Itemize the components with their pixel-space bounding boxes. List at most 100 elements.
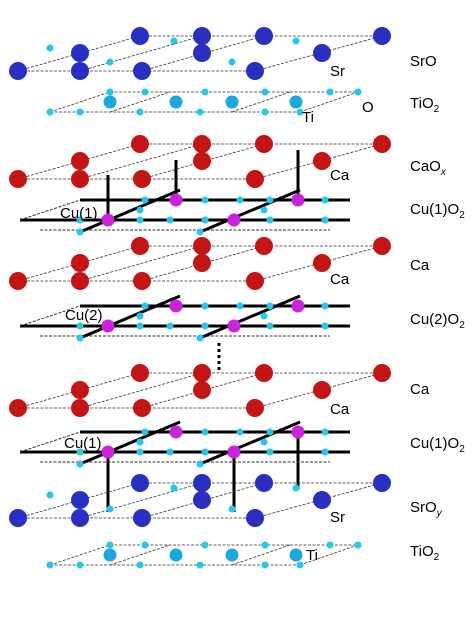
oxygen-atom bbox=[326, 88, 334, 96]
bond-line bbox=[19, 199, 81, 221]
oxygen-atom bbox=[141, 541, 149, 549]
ca-1-atom bbox=[246, 272, 264, 290]
atom-label: Ca bbox=[330, 167, 350, 184]
oxygen-atom bbox=[76, 322, 84, 330]
layer-label: TiO2 bbox=[410, 543, 440, 563]
caox-atom bbox=[313, 152, 331, 170]
layer-label: SrO bbox=[410, 53, 437, 70]
oxygen-atom bbox=[141, 88, 149, 96]
bond-line bbox=[79, 35, 203, 72]
atom-label: Ti bbox=[302, 109, 314, 126]
ca-2-atom bbox=[71, 399, 89, 417]
sroy-atom bbox=[193, 474, 211, 492]
cu-o-bond bbox=[79, 294, 181, 340]
ca-2-atom bbox=[255, 364, 273, 382]
caox-atom bbox=[193, 135, 211, 153]
cu-o-bond bbox=[199, 188, 301, 234]
oxygen-atom bbox=[321, 448, 329, 456]
copper-atom bbox=[169, 425, 183, 439]
oxygen-atom bbox=[261, 108, 269, 116]
oxygen-atom bbox=[136, 322, 144, 330]
atom-label: Sr bbox=[330, 509, 345, 526]
atom-label: Cu(1) bbox=[60, 205, 98, 222]
oxygen-atom bbox=[106, 58, 114, 66]
copper-atom bbox=[227, 445, 241, 459]
oxygen-atom bbox=[196, 561, 204, 569]
caox-atom bbox=[71, 170, 89, 188]
oxygen-atom bbox=[136, 438, 144, 446]
layer-label: TiO2 bbox=[410, 95, 440, 115]
titanium-atom bbox=[103, 548, 117, 562]
ca-2-atom bbox=[246, 399, 264, 417]
bond-line bbox=[231, 91, 291, 113]
layer-label-subscript: 2 bbox=[459, 210, 465, 221]
oxygen-atom bbox=[201, 196, 209, 204]
oxygen-atom bbox=[76, 561, 84, 569]
ca-2-atom bbox=[133, 399, 151, 417]
oxygen-atom bbox=[321, 322, 329, 330]
copper-atom bbox=[101, 319, 115, 333]
oxygen-atom bbox=[76, 460, 84, 468]
oxygen-atom bbox=[236, 302, 244, 310]
oxygen-atom bbox=[76, 228, 84, 236]
layer-label-main: Ca bbox=[410, 381, 430, 398]
oxygen-atom bbox=[136, 561, 144, 569]
sro-top-atom bbox=[193, 27, 211, 45]
ca-1-atom bbox=[9, 272, 27, 290]
sroy-atom bbox=[71, 509, 89, 527]
sro-top-atom bbox=[9, 62, 27, 80]
oxygen-atom bbox=[106, 541, 114, 549]
sroy-atom bbox=[255, 474, 273, 492]
bond-lines bbox=[17, 35, 383, 566]
oxygen-atom bbox=[136, 216, 144, 224]
bond-line bbox=[299, 91, 359, 113]
oxygen-atom bbox=[201, 88, 209, 96]
ca-1-atom bbox=[71, 272, 89, 290]
copper-atom bbox=[227, 213, 241, 227]
oxygen-atom bbox=[321, 216, 329, 224]
ca-1-atom bbox=[313, 254, 331, 272]
layer-label: SrOy bbox=[410, 499, 443, 519]
cu-o-bond bbox=[79, 188, 181, 234]
sro-top-atom bbox=[133, 62, 151, 80]
layer-label: Cu(1)O2 bbox=[410, 435, 465, 455]
copper-atom bbox=[101, 213, 115, 227]
oxygen-atom bbox=[76, 334, 84, 342]
oxygen-atom bbox=[170, 484, 178, 492]
layer-label-subscript: 2 bbox=[434, 552, 440, 563]
ca-2-atom bbox=[193, 381, 211, 399]
bond-line bbox=[19, 431, 81, 453]
oxygen-atom bbox=[354, 88, 362, 96]
layer-label-main: TiO bbox=[410, 543, 434, 560]
caox-atom bbox=[193, 152, 211, 170]
oxygen-atom bbox=[266, 428, 274, 436]
titanium-atom bbox=[169, 95, 183, 109]
oxygen-atom bbox=[236, 428, 244, 436]
bond-line bbox=[109, 91, 171, 113]
bond-line bbox=[79, 245, 203, 282]
oxygen-atom bbox=[260, 438, 268, 446]
titanium-atom bbox=[103, 95, 117, 109]
ca-2-atom bbox=[9, 399, 27, 417]
titanium-atom bbox=[225, 95, 239, 109]
titanium-atom bbox=[169, 548, 183, 562]
oxygen-atom bbox=[326, 541, 334, 549]
oxygen-atom bbox=[292, 484, 300, 492]
sroy-atom bbox=[373, 474, 391, 492]
ca-2-atom bbox=[71, 381, 89, 399]
oxygen-atom bbox=[201, 216, 209, 224]
bond-line bbox=[299, 544, 359, 566]
cu-o-bond bbox=[199, 294, 301, 340]
titanium-atom bbox=[225, 548, 239, 562]
layer-label-subscript: 2 bbox=[459, 444, 465, 455]
atom-label: Ca bbox=[330, 401, 350, 418]
oxygen-atom bbox=[166, 216, 174, 224]
oxygen-atom bbox=[201, 448, 209, 456]
caox-atom bbox=[71, 152, 89, 170]
atom-label: Ca bbox=[330, 271, 350, 288]
ca-2-atom bbox=[313, 381, 331, 399]
oxygen-label: O bbox=[362, 99, 374, 116]
oxygen-atom bbox=[141, 428, 149, 436]
ca-1-atom bbox=[131, 237, 149, 255]
